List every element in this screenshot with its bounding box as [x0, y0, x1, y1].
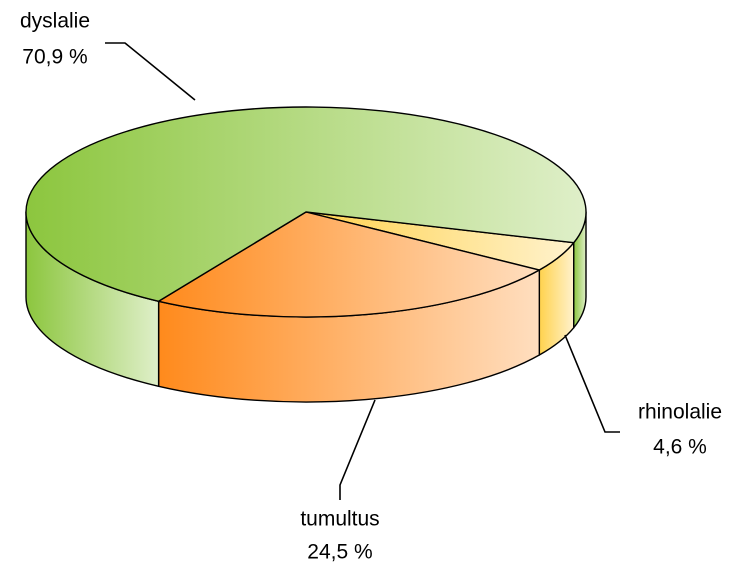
pie-slice — [25, 106, 587, 302]
slice-value-label: 24,5 % — [307, 541, 372, 564]
leader-line — [564, 334, 620, 433]
slice-value-label: 4,6 % — [653, 436, 707, 459]
slice-value-label: 70,9 % — [22, 46, 87, 69]
pie-slice — [157, 211, 541, 318]
slice-label: dyslalie — [20, 10, 90, 33]
slice-label: rhinolalie — [638, 401, 722, 424]
leader-line — [105, 42, 196, 101]
slice-label: tumultus — [300, 508, 379, 531]
leader-line — [339, 399, 376, 500]
